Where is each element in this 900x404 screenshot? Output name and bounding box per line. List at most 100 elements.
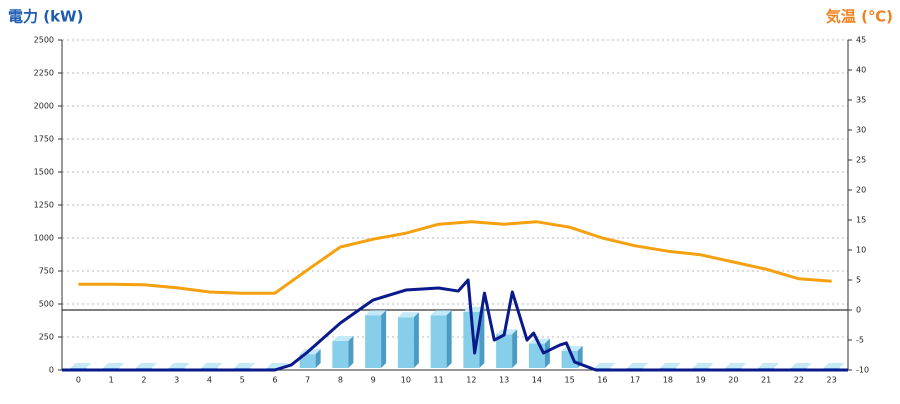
- bar: [594, 368, 611, 369]
- x-tick-label: 17: [630, 376, 640, 385]
- bar-side: [446, 310, 452, 368]
- x-tick-label: 14: [532, 376, 542, 385]
- line: [62, 278, 848, 372]
- bar: [135, 368, 152, 369]
- bar-top: [790, 363, 812, 368]
- bar-top: [725, 363, 747, 368]
- bar: [659, 368, 676, 369]
- bar: [528, 343, 545, 368]
- x-tick-label: 18: [663, 376, 673, 385]
- x-tick-label: 20: [728, 376, 738, 385]
- bar-side: [512, 329, 518, 368]
- bar: [725, 368, 742, 369]
- y-tick-label: 750: [39, 267, 54, 276]
- bar-top: [70, 363, 92, 368]
- bar-top: [135, 363, 157, 368]
- bar-side: [413, 312, 419, 368]
- x-tick-label: 7: [305, 376, 310, 385]
- bar-top: [823, 363, 845, 368]
- x-tick-label: 10: [401, 376, 411, 385]
- bar: [496, 334, 513, 368]
- y-tick-label: 2250: [34, 69, 54, 78]
- bar-top: [758, 363, 780, 368]
- y2-tick-label: 5: [856, 276, 861, 285]
- bar-side: [381, 310, 387, 368]
- bar: [627, 368, 644, 369]
- x-tick-label: 16: [597, 376, 607, 385]
- y2-tick-label: 45: [856, 36, 866, 45]
- bar-top: [397, 312, 419, 318]
- bar: [168, 368, 185, 369]
- x-tick-label: 2: [141, 376, 146, 385]
- x-tick-label: 6: [272, 376, 277, 385]
- y2-tick-label: 25: [856, 156, 866, 165]
- x-tick-label: 9: [371, 376, 376, 385]
- bar-side: [348, 335, 354, 368]
- bar-top: [659, 363, 681, 368]
- y2-title: 気温 (℃): [826, 8, 893, 26]
- bar-top: [528, 338, 550, 344]
- chart-title: 電力 (kW): [8, 8, 83, 26]
- y2-tick-label: -5: [856, 336, 864, 345]
- y-tick-label: 1250: [34, 201, 54, 210]
- x-tick-label: 3: [174, 376, 179, 385]
- bar: [790, 368, 807, 369]
- x-tick-label: 8: [338, 376, 343, 385]
- x-tick-label: 15: [565, 376, 575, 385]
- bar-top: [365, 310, 387, 316]
- y-tick-label: 1500: [34, 168, 54, 177]
- bar: [758, 368, 775, 369]
- bar-side: [315, 349, 321, 368]
- x-tick-label: 13: [499, 376, 509, 385]
- x-tick-label: 19: [696, 376, 706, 385]
- y2-tick-label: 15: [856, 216, 866, 225]
- bar: [70, 368, 87, 369]
- bar: [561, 350, 578, 368]
- y2-tick-label: 10: [856, 246, 866, 255]
- y2-tick-label: 0: [856, 306, 861, 315]
- bar-top: [594, 363, 616, 368]
- bar: [201, 368, 218, 369]
- bar-top: [692, 363, 714, 368]
- x-tick-label: 4: [207, 376, 212, 385]
- bar: [234, 368, 251, 369]
- x-tick-label: 11: [434, 376, 444, 385]
- x-tick-label: 12: [466, 376, 476, 385]
- bar: [103, 368, 120, 369]
- bar: [299, 354, 316, 368]
- y2-tick-label: 20: [856, 186, 866, 195]
- bar-top: [496, 329, 518, 335]
- bar: [692, 368, 709, 369]
- bar: [266, 368, 283, 369]
- bar-top: [103, 363, 125, 368]
- bar: [332, 340, 349, 368]
- x-tick-label: 22: [794, 376, 804, 385]
- y-tick-label: 1750: [34, 135, 54, 144]
- bar-top: [430, 310, 452, 316]
- bar: [365, 315, 382, 368]
- bar: [430, 315, 447, 368]
- x-tick-label: 23: [827, 376, 837, 385]
- y-tick-label: 2500: [34, 36, 54, 45]
- bar-top: [463, 306, 485, 312]
- line: [78, 220, 832, 295]
- y2-tick-label: 35: [856, 96, 866, 105]
- y2-tick-label: 40: [856, 66, 866, 75]
- y-tick-label: 0: [49, 366, 54, 375]
- x-tick-label: 1: [109, 376, 114, 385]
- bar: [823, 368, 840, 369]
- y-tick-label: 250: [39, 333, 54, 342]
- bar-side: [544, 338, 550, 368]
- bar: [397, 317, 414, 368]
- bar-top: [627, 363, 649, 368]
- y-tick-label: 2000: [34, 102, 54, 111]
- y-tick-label: 1000: [34, 234, 54, 243]
- y2-tick-label: 30: [856, 126, 866, 135]
- bar-top: [201, 363, 223, 368]
- bar-top: [234, 363, 256, 368]
- bar-top: [332, 335, 354, 341]
- bar-top: [168, 363, 190, 368]
- x-tick-label: 5: [240, 376, 245, 385]
